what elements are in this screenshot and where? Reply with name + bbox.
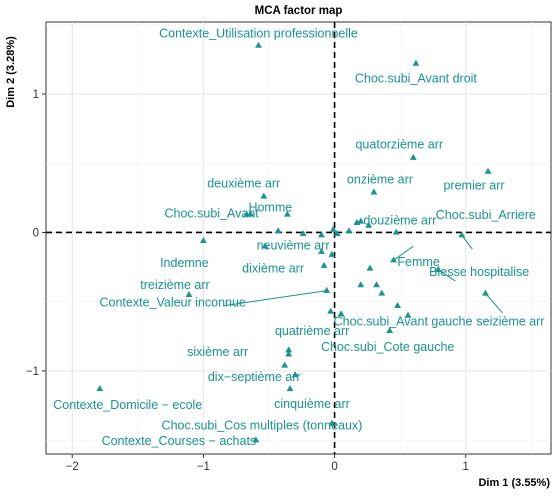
label-leader-line xyxy=(393,245,414,261)
label-leader-line xyxy=(485,293,503,314)
point-label: Femme xyxy=(397,255,439,269)
point-marker xyxy=(409,153,417,160)
point-marker xyxy=(243,210,251,217)
x-tick-label: −1 xyxy=(197,461,210,473)
point-label: sixième arr xyxy=(187,345,248,359)
point-marker xyxy=(327,307,335,314)
point-label: dix−septième arr xyxy=(208,370,301,384)
point-marker xyxy=(328,250,336,257)
point-marker xyxy=(200,236,207,243)
point-label: treizième arr xyxy=(140,278,209,292)
point-marker xyxy=(366,264,374,271)
point-marker xyxy=(286,385,294,392)
point-label: dixième arr xyxy=(242,262,304,276)
point-label: Indemne xyxy=(160,256,209,270)
point-label: Choc.subi_Cote gauche xyxy=(321,340,454,354)
point-marker xyxy=(291,371,299,378)
point-marker xyxy=(373,281,380,288)
point-label: Contexte_Domicile − ecole xyxy=(53,398,202,412)
point-label: premier arr xyxy=(443,179,504,193)
point-marker xyxy=(320,261,328,268)
point-label: quatrième arr xyxy=(275,324,349,338)
y-tick-label: −1 xyxy=(26,366,39,378)
chart-title: MCA factor map xyxy=(255,5,343,17)
point-marker xyxy=(390,256,397,263)
point-label: Blesse hospitalise xyxy=(429,265,529,279)
point-marker xyxy=(283,210,291,217)
point-marker xyxy=(96,385,104,392)
point-marker xyxy=(482,289,489,296)
point-marker xyxy=(394,302,401,309)
point-marker xyxy=(365,221,373,228)
point-label: neuvième arr xyxy=(257,238,330,252)
point-marker xyxy=(318,231,325,238)
y-tick-label: 1 xyxy=(33,89,39,101)
point-marker xyxy=(299,230,307,237)
point-marker xyxy=(255,41,262,48)
point-marker xyxy=(386,326,394,333)
point-marker xyxy=(285,350,293,357)
point-label: Choc.subi_Arriere xyxy=(436,208,536,222)
point-label: Contexte_Valeur inconnue xyxy=(99,296,245,310)
label-leader-line xyxy=(437,269,456,282)
x-tick-label: −2 xyxy=(66,461,79,473)
point-label: Choc.subi_Cos multiples (tonneaux) xyxy=(162,419,363,433)
point-label: quatorzième arr xyxy=(355,138,443,152)
point-label: deuxième arr xyxy=(207,176,280,190)
point-marker xyxy=(328,419,336,426)
point-marker xyxy=(458,231,466,238)
point-label: Contexte_Courses − achats xyxy=(102,434,257,448)
leader-lines xyxy=(223,234,503,314)
point-marker xyxy=(353,218,361,225)
point-label: cinquième arr xyxy=(274,397,350,411)
point-marker xyxy=(378,289,386,296)
point-label: Choc.subi_Avant droit xyxy=(355,72,478,86)
point-marker xyxy=(412,59,420,66)
point-marker xyxy=(318,248,325,255)
point-marker xyxy=(260,192,268,199)
point-label: Homme xyxy=(248,200,292,214)
point-marker xyxy=(357,217,365,224)
point-marker xyxy=(333,230,341,237)
label-leader-line xyxy=(461,234,473,250)
point-marker xyxy=(281,361,289,368)
point-marker xyxy=(484,167,492,174)
point-marker xyxy=(337,310,345,317)
x-axis-ticks: −2 −1 0 1 xyxy=(66,454,469,473)
point-label: seizième arr xyxy=(476,314,544,328)
y-axis-label: Dim 2 (3.28%) xyxy=(5,36,17,108)
point-marker xyxy=(404,311,412,318)
point-marker xyxy=(285,346,293,353)
x-tick-label: 1 xyxy=(463,461,469,473)
point-marker xyxy=(392,228,400,235)
zero-lines xyxy=(46,22,551,454)
x-tick-label: 0 xyxy=(331,461,337,473)
point-marker xyxy=(357,281,365,288)
x-axis-label: Dim 1 (3.55%) xyxy=(478,477,550,489)
point-marker xyxy=(370,188,378,195)
point-marker xyxy=(274,227,282,234)
y-tick-label: 0 xyxy=(33,227,39,239)
point-label: Choc.subi_Avant gauche xyxy=(334,315,473,329)
point-marker xyxy=(345,227,353,234)
point-label: Contexte_Utilisation professionnelle xyxy=(159,27,358,41)
point-labels: Contexte_Utilisation professionnelle Choc… xyxy=(53,27,544,449)
point-marker xyxy=(185,290,193,297)
point-label: Choc.subi_Avant xyxy=(164,206,259,220)
point-label: onzième arr xyxy=(347,172,413,186)
label-leader-line xyxy=(223,290,327,307)
point-marker xyxy=(252,436,260,443)
y-axis-ticks: −1 0 1 xyxy=(26,89,46,378)
point-marker xyxy=(261,242,269,249)
point-label: douzième arr xyxy=(363,213,436,227)
point-marker xyxy=(329,225,337,232)
